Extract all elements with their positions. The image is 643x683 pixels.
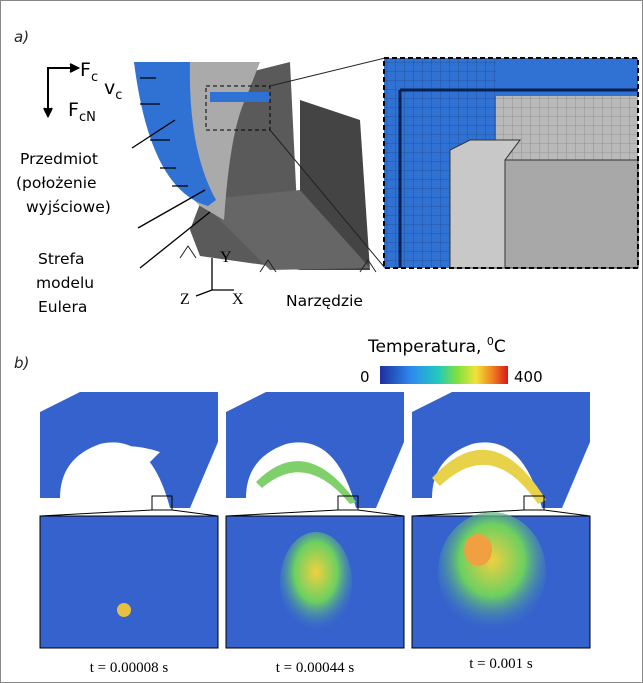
colorbar-min: 0 [360,368,370,386]
colorbar-title: Temperatura, 0C [367,335,506,357]
time-label: t = 0.00044 s [276,660,355,676]
time-label: t = 0.00008 s [90,660,169,676]
zoom-view [384,58,638,268]
figure: a) Fc FcN vc Przedmiot(położeniewyjściow… [0,0,643,683]
tool-label: Narzędzie [286,292,363,310]
colorbar [380,366,508,384]
colorbar-max: 400 [514,368,543,386]
panel-label: a) [14,28,29,46]
time-label: t = 0.001 s [469,656,533,672]
axis-y: Y [220,249,232,266]
axis-z: Z [180,291,190,308]
axis-x: X [232,291,244,308]
simulation-results [40,392,590,648]
panel-label: b) [14,354,29,372]
